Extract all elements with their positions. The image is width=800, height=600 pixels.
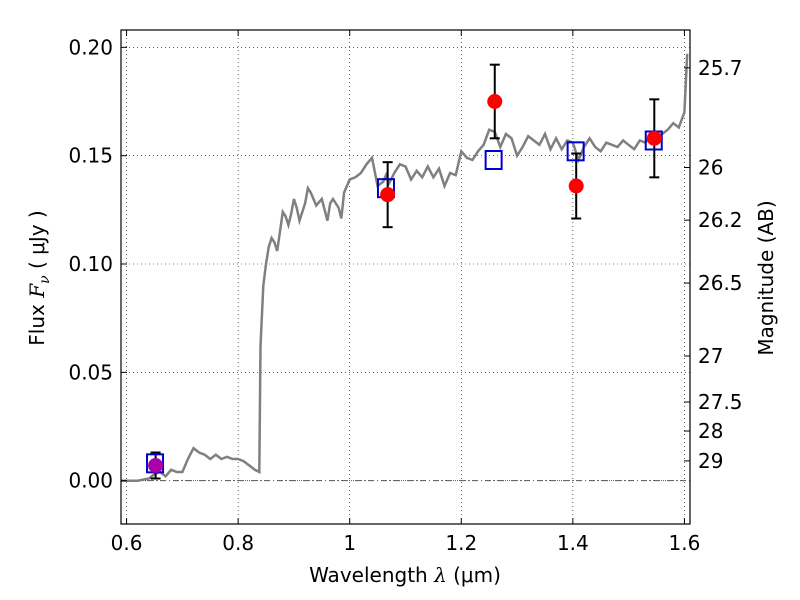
x-tick-label: 1 [343,531,356,555]
model-photometry-square [566,141,585,162]
model-photometry-square [484,150,503,170]
magnitude-tick-label: 28 [698,419,723,443]
plot-frame [120,29,691,525]
observed-point [380,187,396,203]
x-tick-labels: 0.6 0.8 1 1.2 1.4 1.6 [111,531,701,555]
observed-point [646,130,662,146]
magnitude-tick-label: 26.5 [698,271,743,295]
y-tick-label: 0.00 [68,469,113,493]
y-axis-label: Flux Fν ( μJy ) [25,210,53,345]
x-tick-label: 0.6 [111,531,143,555]
magnitude-tick-label: 26.2 [698,208,743,232]
y-tick-label: 0.05 [68,360,113,384]
magnitude-tick-label: 26 [698,155,723,179]
magnitude-axis-label: Magnitude (AB) [754,200,778,355]
axis-ticks [121,30,690,524]
y-tick-label: 0.20 [68,35,113,59]
magnitude-tick-label: 27 [698,344,723,368]
grid-lines [121,30,690,524]
x-axis-label: Wavelength λ (μm) [309,563,501,587]
x-tick-label: 1.2 [445,531,477,555]
y-tick-label: 0.10 [68,252,113,276]
magnitude-tick-label: 27.5 [698,390,743,414]
x-tick-label: 1.6 [669,531,701,555]
magnitude-tick-label: 29 [698,449,723,473]
magnitude-tick-labels: 25.7 26 26.2 26.5 27 27.5 28 29 [698,56,743,473]
model-spectrum-line [121,53,689,482]
y-tick-label: 0.15 [68,144,113,168]
y-tick-labels: 0.00 0.05 0.10 0.15 0.20 [68,35,113,492]
observed-points [148,94,662,473]
x-tick-label: 0.8 [222,531,254,555]
observed-point [487,94,503,109]
observed-point [148,458,164,473]
magnitude-tick-label: 25.7 [698,56,743,80]
x-tick-label: 1.4 [557,531,589,555]
observed-point [568,178,584,194]
